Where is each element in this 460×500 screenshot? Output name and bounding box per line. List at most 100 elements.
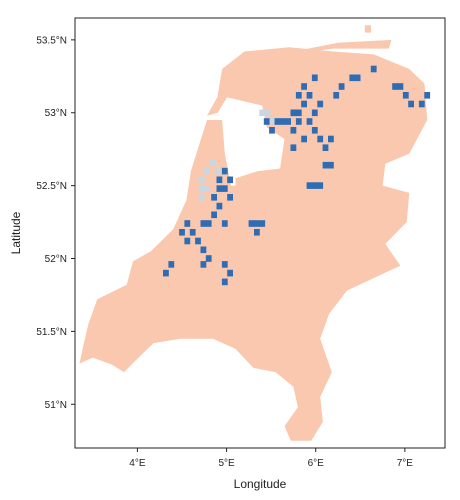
x-axis: 4°E 5°E 6°E 7°E [129,448,413,469]
water-cell [301,83,307,90]
water-cell [285,118,291,125]
wetland-cell [214,167,221,175]
water-cell [402,92,409,99]
land-island [207,61,245,116]
water-cell [205,220,212,227]
water-cell [216,202,223,210]
water-cell [205,255,212,262]
water-cell [269,127,275,134]
water-cell [200,246,207,254]
water-cell [349,74,356,82]
x-tick-label: 4°E [129,458,146,469]
water-cell [290,144,297,151]
water-cell [295,92,302,99]
water-cell [254,229,260,236]
y-tick-label: 53.5°N [36,35,67,46]
water-cell [290,127,297,134]
y-tick-label: 51°N [45,400,67,411]
water-cell [216,185,223,192]
water-cell [184,237,191,245]
water-cell [263,118,270,125]
water-cell [184,220,191,227]
water-cell [408,100,414,108]
wetland-cell [264,109,271,117]
water-cell [227,176,233,184]
y-axis: 51°N 51.5°N 52°N 52.5°N 53°N 53.5°N [36,35,75,411]
water-cell [301,135,307,143]
water-cell [221,185,228,192]
wetland-cell [204,167,210,175]
water-cell [317,100,324,108]
water-cell [338,83,345,90]
water-cell [216,176,223,184]
water-cell [322,161,329,169]
y-tick-label: 52°N [45,254,67,265]
water-cell [221,220,228,227]
water-cell [328,135,334,143]
water-cell [311,74,318,82]
water-cell [221,278,228,286]
wetland-cell [209,159,216,166]
water-cell [306,118,313,125]
water-cell [200,261,207,268]
x-tick-label: 5°E [218,458,235,469]
water-cell [195,237,201,245]
wetland-cell [198,176,205,184]
x-axis-title: Longitude [234,477,287,491]
water-cell [311,127,318,134]
y-tick-label: 53°N [45,108,67,119]
land-island [235,168,285,193]
water-cell [211,211,217,219]
water-cell [317,182,324,189]
x-tick-label: 6°E [308,458,325,469]
plot-frame [74,17,446,449]
water-cell [322,144,329,151]
water-cell [311,182,318,189]
water-cell [290,109,297,117]
water-cell [274,118,281,125]
y-tick-label: 52.5°N [36,181,67,192]
water-cell [179,229,185,236]
wetland-cell [204,185,210,192]
water-cell [424,92,431,99]
wetland-cell [259,109,266,117]
map-layer [79,25,431,441]
water-cell [328,161,334,169]
wetland-cell [198,194,205,201]
land-island [251,39,392,69]
water-cell [392,83,398,90]
water-cell [418,100,425,108]
water-cell [295,109,302,117]
water-cell [168,261,175,268]
wetland-cell [198,185,205,192]
y-tick-label: 51.5°N [36,327,67,338]
water-cell [259,220,266,227]
water-cell [189,229,196,236]
water-cell [354,74,361,82]
land-area [79,47,428,441]
water-cell [211,194,217,201]
water-cell [333,92,340,99]
water-cell [301,100,307,108]
water-cell [306,92,313,99]
water-cell [200,220,207,227]
wetland-cell [270,116,276,124]
water-cell [227,269,233,277]
water-cell [295,118,302,125]
water-cell [248,220,255,227]
water-cell [227,194,233,201]
water-cell [370,65,377,73]
y-axis-title: Latitude [9,211,23,254]
land-island [364,25,371,33]
water-cell [221,167,228,175]
water-cell [221,261,228,268]
water-cell [317,135,324,143]
water-cell [311,109,318,117]
water-cell [163,269,169,277]
water-cell [279,118,286,125]
x-tick-label: 7°E [397,458,414,469]
water-cell [306,182,313,189]
water-cell [254,220,260,227]
water-cell [397,83,404,90]
